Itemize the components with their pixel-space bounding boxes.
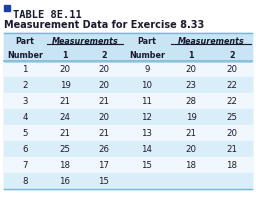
Text: 20: 20 — [227, 64, 238, 73]
Text: 20: 20 — [186, 64, 197, 73]
Text: 21: 21 — [99, 97, 110, 106]
Text: 24: 24 — [59, 112, 70, 122]
Bar — [4, 109, 252, 125]
Bar — [4, 33, 252, 189]
Text: Part: Part — [137, 36, 156, 46]
Text: 1: 1 — [188, 50, 194, 59]
Text: 11: 11 — [142, 97, 153, 106]
Text: 17: 17 — [99, 161, 110, 169]
Text: 18: 18 — [59, 161, 70, 169]
Text: 9: 9 — [144, 64, 150, 73]
Text: 21: 21 — [227, 145, 238, 153]
Text: 21: 21 — [186, 128, 197, 138]
Bar — [4, 125, 252, 141]
Text: Number: Number — [129, 50, 165, 59]
Text: 2: 2 — [229, 50, 235, 59]
Bar — [4, 157, 252, 173]
Text: 5: 5 — [22, 128, 28, 138]
Text: 6: 6 — [22, 145, 28, 153]
Text: 20: 20 — [99, 81, 110, 89]
Text: TABLE 8E.11: TABLE 8E.11 — [13, 10, 82, 20]
Text: Measurements: Measurements — [52, 36, 118, 46]
Bar — [4, 173, 252, 189]
Text: Part: Part — [16, 36, 35, 46]
Bar — [0, 0, 256, 33]
Text: 12: 12 — [142, 112, 153, 122]
Text: 7: 7 — [22, 161, 28, 169]
Text: 25: 25 — [59, 145, 70, 153]
Text: 1: 1 — [22, 64, 28, 73]
Text: 14: 14 — [142, 145, 153, 153]
Text: 25: 25 — [227, 112, 238, 122]
Text: 13: 13 — [142, 128, 153, 138]
Text: 4: 4 — [22, 112, 28, 122]
Text: Measurement Data for Exercise 8.33: Measurement Data for Exercise 8.33 — [4, 20, 204, 30]
Text: 1: 1 — [62, 50, 68, 59]
Text: 3: 3 — [22, 97, 28, 106]
Bar — [4, 141, 252, 157]
Text: 20: 20 — [99, 64, 110, 73]
Text: 16: 16 — [59, 177, 70, 186]
Text: 21: 21 — [59, 128, 70, 138]
Text: 20: 20 — [227, 128, 238, 138]
Text: 10: 10 — [142, 81, 153, 89]
Text: 23: 23 — [186, 81, 197, 89]
Text: Number: Number — [7, 50, 43, 59]
Text: Measurements: Measurements — [178, 36, 244, 46]
Text: 26: 26 — [99, 145, 110, 153]
Bar — [4, 93, 252, 109]
Bar — [4, 5, 10, 11]
Text: 19: 19 — [60, 81, 70, 89]
Text: 19: 19 — [186, 112, 196, 122]
Bar — [4, 77, 252, 93]
Text: 22: 22 — [227, 97, 238, 106]
Text: 20: 20 — [186, 145, 197, 153]
Text: 15: 15 — [99, 177, 110, 186]
Text: 2: 2 — [101, 50, 107, 59]
Text: 15: 15 — [142, 161, 153, 169]
Text: 21: 21 — [59, 97, 70, 106]
Text: 20: 20 — [59, 64, 70, 73]
Text: 21: 21 — [99, 128, 110, 138]
Bar — [4, 33, 252, 61]
Text: 22: 22 — [227, 81, 238, 89]
Text: 20: 20 — [99, 112, 110, 122]
Bar — [4, 61, 252, 77]
Text: 2: 2 — [22, 81, 28, 89]
Text: 8: 8 — [22, 177, 28, 186]
Text: 28: 28 — [186, 97, 197, 106]
Text: 18: 18 — [227, 161, 238, 169]
Text: 18: 18 — [186, 161, 197, 169]
